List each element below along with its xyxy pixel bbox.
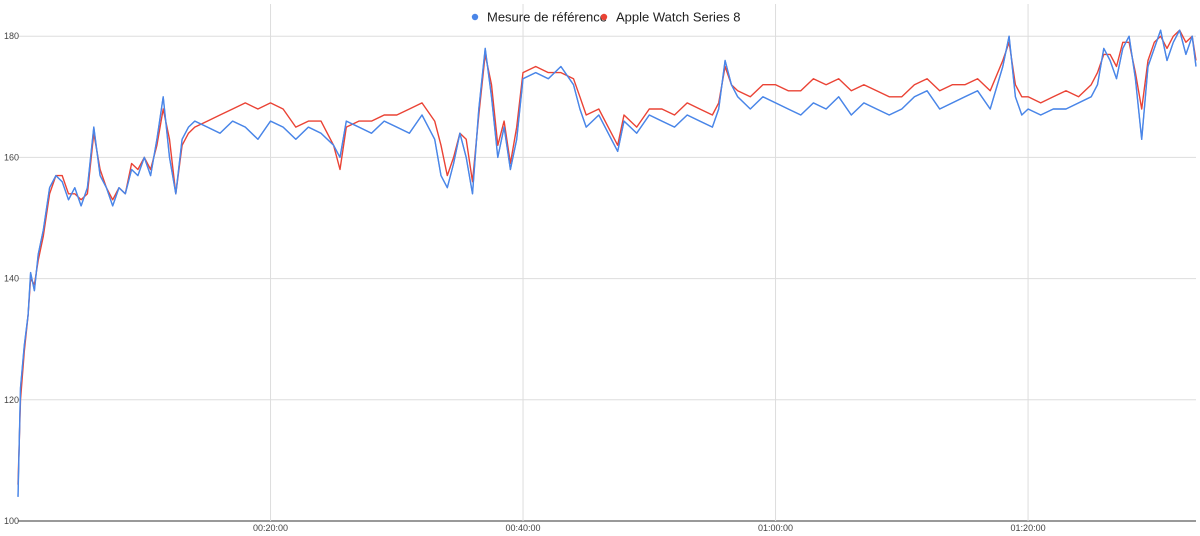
legend-swatch — [600, 13, 608, 21]
series-line-apple-watch — [17, 29, 1197, 485]
series-line-reference — [17, 29, 1197, 497]
y-tick-label: 120 — [4, 395, 19, 405]
x-tick-label: 00:40:00 — [506, 523, 541, 533]
legend[interactable]: Mesure de référence Apple Watch Series 8 — [471, 10, 741, 25]
legend-item-apple-watch[interactable]: Apple Watch Series 8 — [600, 10, 741, 25]
grid — [18, 4, 1196, 522]
y-tick-label: 100 — [4, 516, 19, 526]
y-tick-label: 160 — [4, 152, 19, 162]
legend-item-reference[interactable]: Mesure de référence — [471, 10, 607, 25]
y-tick-label: 140 — [4, 274, 19, 284]
series-line-reference-overlay — [17, 29, 1197, 497]
series-group — [17, 29, 1197, 497]
axes: 100 120 140 160 180 00:20:00 00:40:00 01:00:00 0… — [4, 31, 1046, 533]
legend-label: Mesure de référence — [487, 10, 607, 25]
x-tick-label: 01:20:00 — [1011, 523, 1046, 533]
y-tick-label: 180 — [4, 31, 19, 41]
x-tick-label: 00:20:00 — [253, 523, 288, 533]
x-tick-label: 01:00:00 — [758, 523, 793, 533]
legend-swatch — [471, 13, 479, 21]
legend-label: Apple Watch Series 8 — [616, 10, 741, 25]
